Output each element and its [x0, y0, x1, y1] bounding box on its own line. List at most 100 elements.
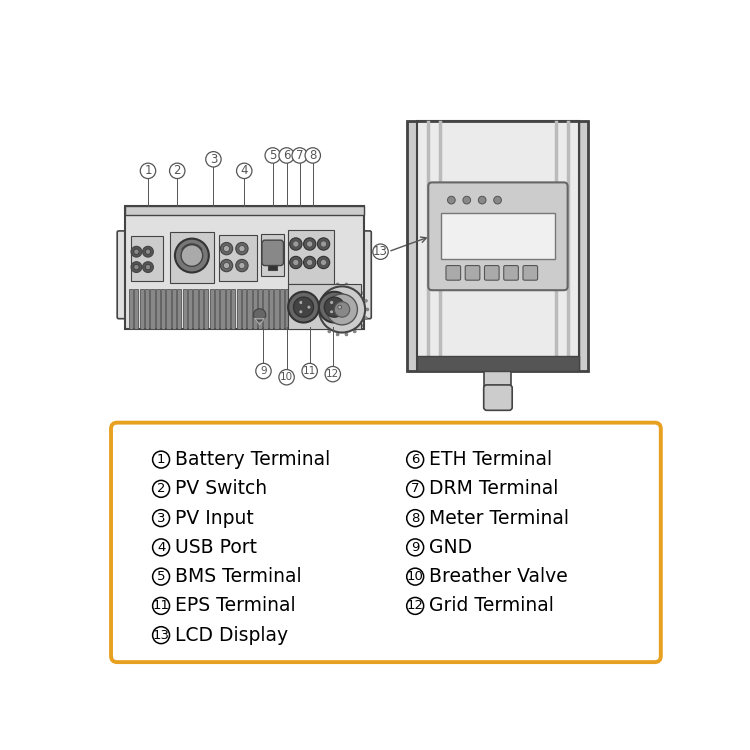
Bar	[161, 289, 165, 328]
Bar	[296, 289, 300, 328]
FancyBboxPatch shape	[262, 240, 284, 266]
Bar	[290, 289, 295, 328]
Circle shape	[353, 330, 356, 333]
Bar	[125, 206, 364, 328]
Circle shape	[146, 249, 151, 254]
Circle shape	[134, 249, 140, 254]
Bar	[219, 235, 257, 281]
Circle shape	[406, 481, 424, 497]
Circle shape	[290, 256, 302, 268]
Circle shape	[304, 256, 316, 268]
Circle shape	[307, 305, 310, 309]
Text: LCD Display: LCD Display	[175, 626, 288, 645]
Circle shape	[292, 241, 299, 247]
Text: Grid Terminal: Grid Terminal	[429, 596, 554, 616]
Circle shape	[336, 333, 339, 336]
Circle shape	[152, 510, 170, 526]
Circle shape	[316, 316, 320, 320]
Text: 5: 5	[269, 149, 277, 162]
Circle shape	[307, 260, 313, 266]
Circle shape	[220, 242, 232, 255]
Circle shape	[299, 301, 303, 304]
Circle shape	[279, 370, 294, 385]
Bar	[317, 289, 322, 328]
Circle shape	[406, 598, 424, 614]
Circle shape	[338, 305, 342, 309]
Bar	[226, 289, 230, 328]
Bar	[407, 121, 417, 371]
Circle shape	[494, 196, 502, 204]
Circle shape	[304, 238, 316, 250]
Text: 8: 8	[309, 149, 316, 162]
Circle shape	[238, 262, 245, 268]
Text: 5: 5	[157, 570, 165, 584]
Bar	[199, 289, 203, 328]
Circle shape	[328, 330, 331, 333]
Text: BMS Terminal: BMS Terminal	[175, 567, 302, 586]
Circle shape	[152, 452, 170, 468]
Circle shape	[292, 260, 299, 266]
Bar	[417, 121, 579, 371]
Text: 2: 2	[157, 482, 165, 495]
Text: 3: 3	[210, 153, 217, 166]
Text: USB Port: USB Port	[175, 538, 257, 557]
Circle shape	[316, 299, 320, 302]
Text: 3: 3	[157, 512, 165, 524]
Text: 12: 12	[406, 599, 424, 613]
Circle shape	[181, 244, 203, 266]
Text: Battery Terminal: Battery Terminal	[175, 450, 330, 469]
Text: Meter Terminal: Meter Terminal	[429, 509, 569, 527]
Bar	[194, 289, 198, 328]
Circle shape	[288, 292, 319, 322]
Bar	[261, 234, 284, 276]
Circle shape	[224, 262, 230, 268]
Text: DRM Terminal: DRM Terminal	[429, 479, 559, 498]
Bar	[134, 289, 138, 328]
Bar	[280, 289, 284, 328]
Circle shape	[345, 333, 348, 336]
Circle shape	[170, 164, 185, 178]
Bar	[258, 289, 262, 328]
Bar	[170, 232, 214, 283]
Circle shape	[360, 292, 363, 295]
Circle shape	[224, 245, 230, 252]
Bar	[236, 289, 241, 328]
Circle shape	[360, 324, 363, 327]
Bar	[263, 289, 268, 328]
Circle shape	[325, 367, 340, 382]
Text: GND: GND	[429, 538, 472, 557]
Bar	[242, 289, 246, 328]
Text: PV Input: PV Input	[175, 509, 254, 527]
Circle shape	[146, 265, 151, 270]
Bar	[215, 289, 219, 328]
FancyBboxPatch shape	[446, 266, 460, 280]
Text: 13: 13	[373, 245, 388, 258]
Text: 10: 10	[280, 372, 293, 382]
FancyBboxPatch shape	[484, 385, 512, 410]
Circle shape	[406, 510, 424, 526]
FancyBboxPatch shape	[504, 266, 518, 280]
Bar	[417, 356, 579, 371]
Text: 6: 6	[283, 149, 290, 162]
Bar	[268, 289, 273, 328]
Text: PV Switch: PV Switch	[175, 479, 267, 498]
Circle shape	[134, 265, 140, 270]
Circle shape	[307, 241, 313, 247]
Text: 4: 4	[157, 541, 165, 554]
Circle shape	[290, 238, 302, 250]
Circle shape	[206, 152, 221, 167]
Bar	[204, 289, 209, 328]
Bar	[268, 265, 278, 270]
Bar	[220, 289, 224, 328]
Text: 10: 10	[406, 570, 424, 584]
Bar	[248, 289, 251, 328]
Circle shape	[330, 301, 334, 304]
Circle shape	[319, 292, 350, 322]
Bar	[288, 284, 362, 328]
Circle shape	[478, 196, 486, 204]
Circle shape	[152, 598, 170, 614]
Circle shape	[315, 308, 318, 311]
FancyBboxPatch shape	[354, 231, 371, 319]
Circle shape	[236, 164, 252, 178]
Bar	[129, 289, 133, 328]
